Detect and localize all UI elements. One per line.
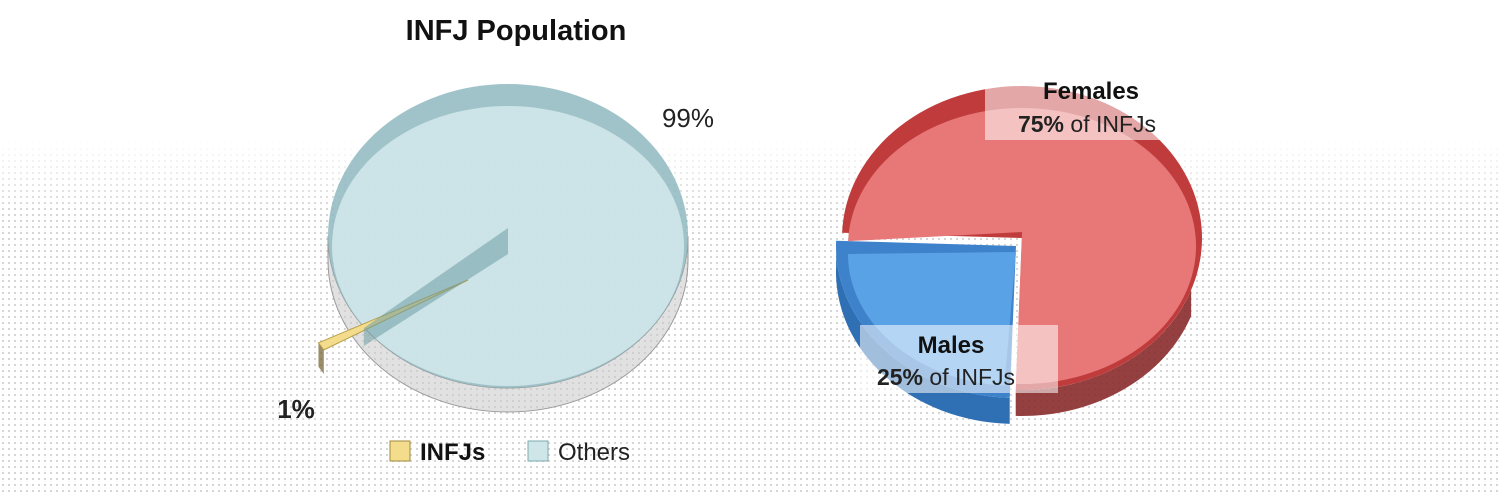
females-label-box: Females 75% of INFJs	[985, 72, 1168, 140]
males-label-name: Males	[918, 332, 985, 359]
males-label-share: 25% of INFJs	[877, 364, 1015, 390]
legend-swatch-infjs	[389, 440, 411, 462]
others-cut-face	[363, 228, 508, 346]
infj-percent-label: 1%	[277, 394, 315, 424]
others-percent-label: 99%	[662, 103, 714, 133]
females-label-name: Females	[1043, 78, 1139, 105]
legend-label-infjs: INFJs	[420, 439, 485, 466]
males-label-background	[860, 325, 1058, 393]
females-slice	[848, 107, 1197, 385]
males-label-box: Males 25% of INFJs	[860, 325, 1058, 393]
legend: INFJs Others	[389, 439, 630, 466]
females-label-background	[985, 72, 1168, 140]
legend-swatch-others	[527, 440, 549, 462]
chart-title: INFJ Population	[406, 15, 627, 47]
females-suffix: of INFJs	[1070, 111, 1156, 137]
males-suffix: of INFJs	[929, 364, 1015, 390]
legend-label-others: Others	[558, 439, 630, 466]
background-fade	[0, 140, 1500, 210]
population-pie	[317, 84, 689, 413]
females-percent: 75%	[1018, 111, 1064, 137]
males-percent: 25%	[877, 364, 923, 390]
females-side-wall	[1015, 289, 1192, 416]
gender-pie	[836, 86, 1203, 424]
females-label-share: 75% of INFJs	[1018, 111, 1156, 137]
